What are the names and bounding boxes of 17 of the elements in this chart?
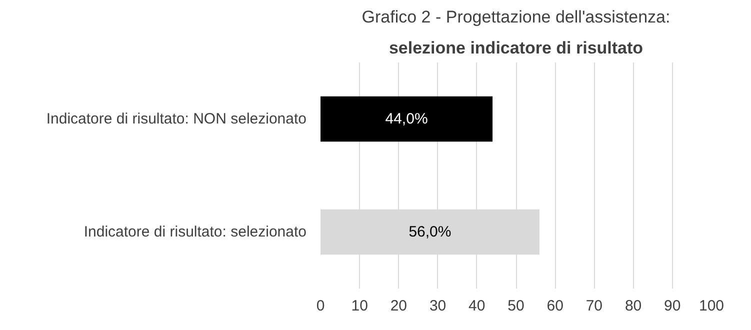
data-label: 44,0%	[385, 110, 428, 128]
x-tick-label: 10	[351, 298, 368, 314]
x-tick-label: 100	[698, 298, 724, 314]
x-tick-label: 70	[586, 298, 603, 314]
y-tick-label: Indicatore di risultato: NON selezionato	[46, 110, 307, 128]
x-tick-label: 50	[508, 298, 524, 314]
chart-title: Grafico 2 - Progettazione dell'assistenza:	[362, 8, 670, 26]
x-tick-label: 40	[468, 298, 486, 314]
data-label: 56,0%	[408, 224, 452, 240]
x-tick-label: 20	[390, 298, 408, 314]
x-tick-label: 80	[624, 298, 642, 314]
x-tick-label: 60	[546, 298, 564, 314]
x-tick-label: 0	[316, 298, 325, 314]
x-tick-label: 90	[664, 298, 681, 314]
x-tick-label: 30	[429, 298, 446, 314]
chart-subtitle: selezione indicatore di risultato	[388, 38, 644, 58]
y-tick-label: Indicatore di risultato: selezionato	[84, 224, 307, 240]
